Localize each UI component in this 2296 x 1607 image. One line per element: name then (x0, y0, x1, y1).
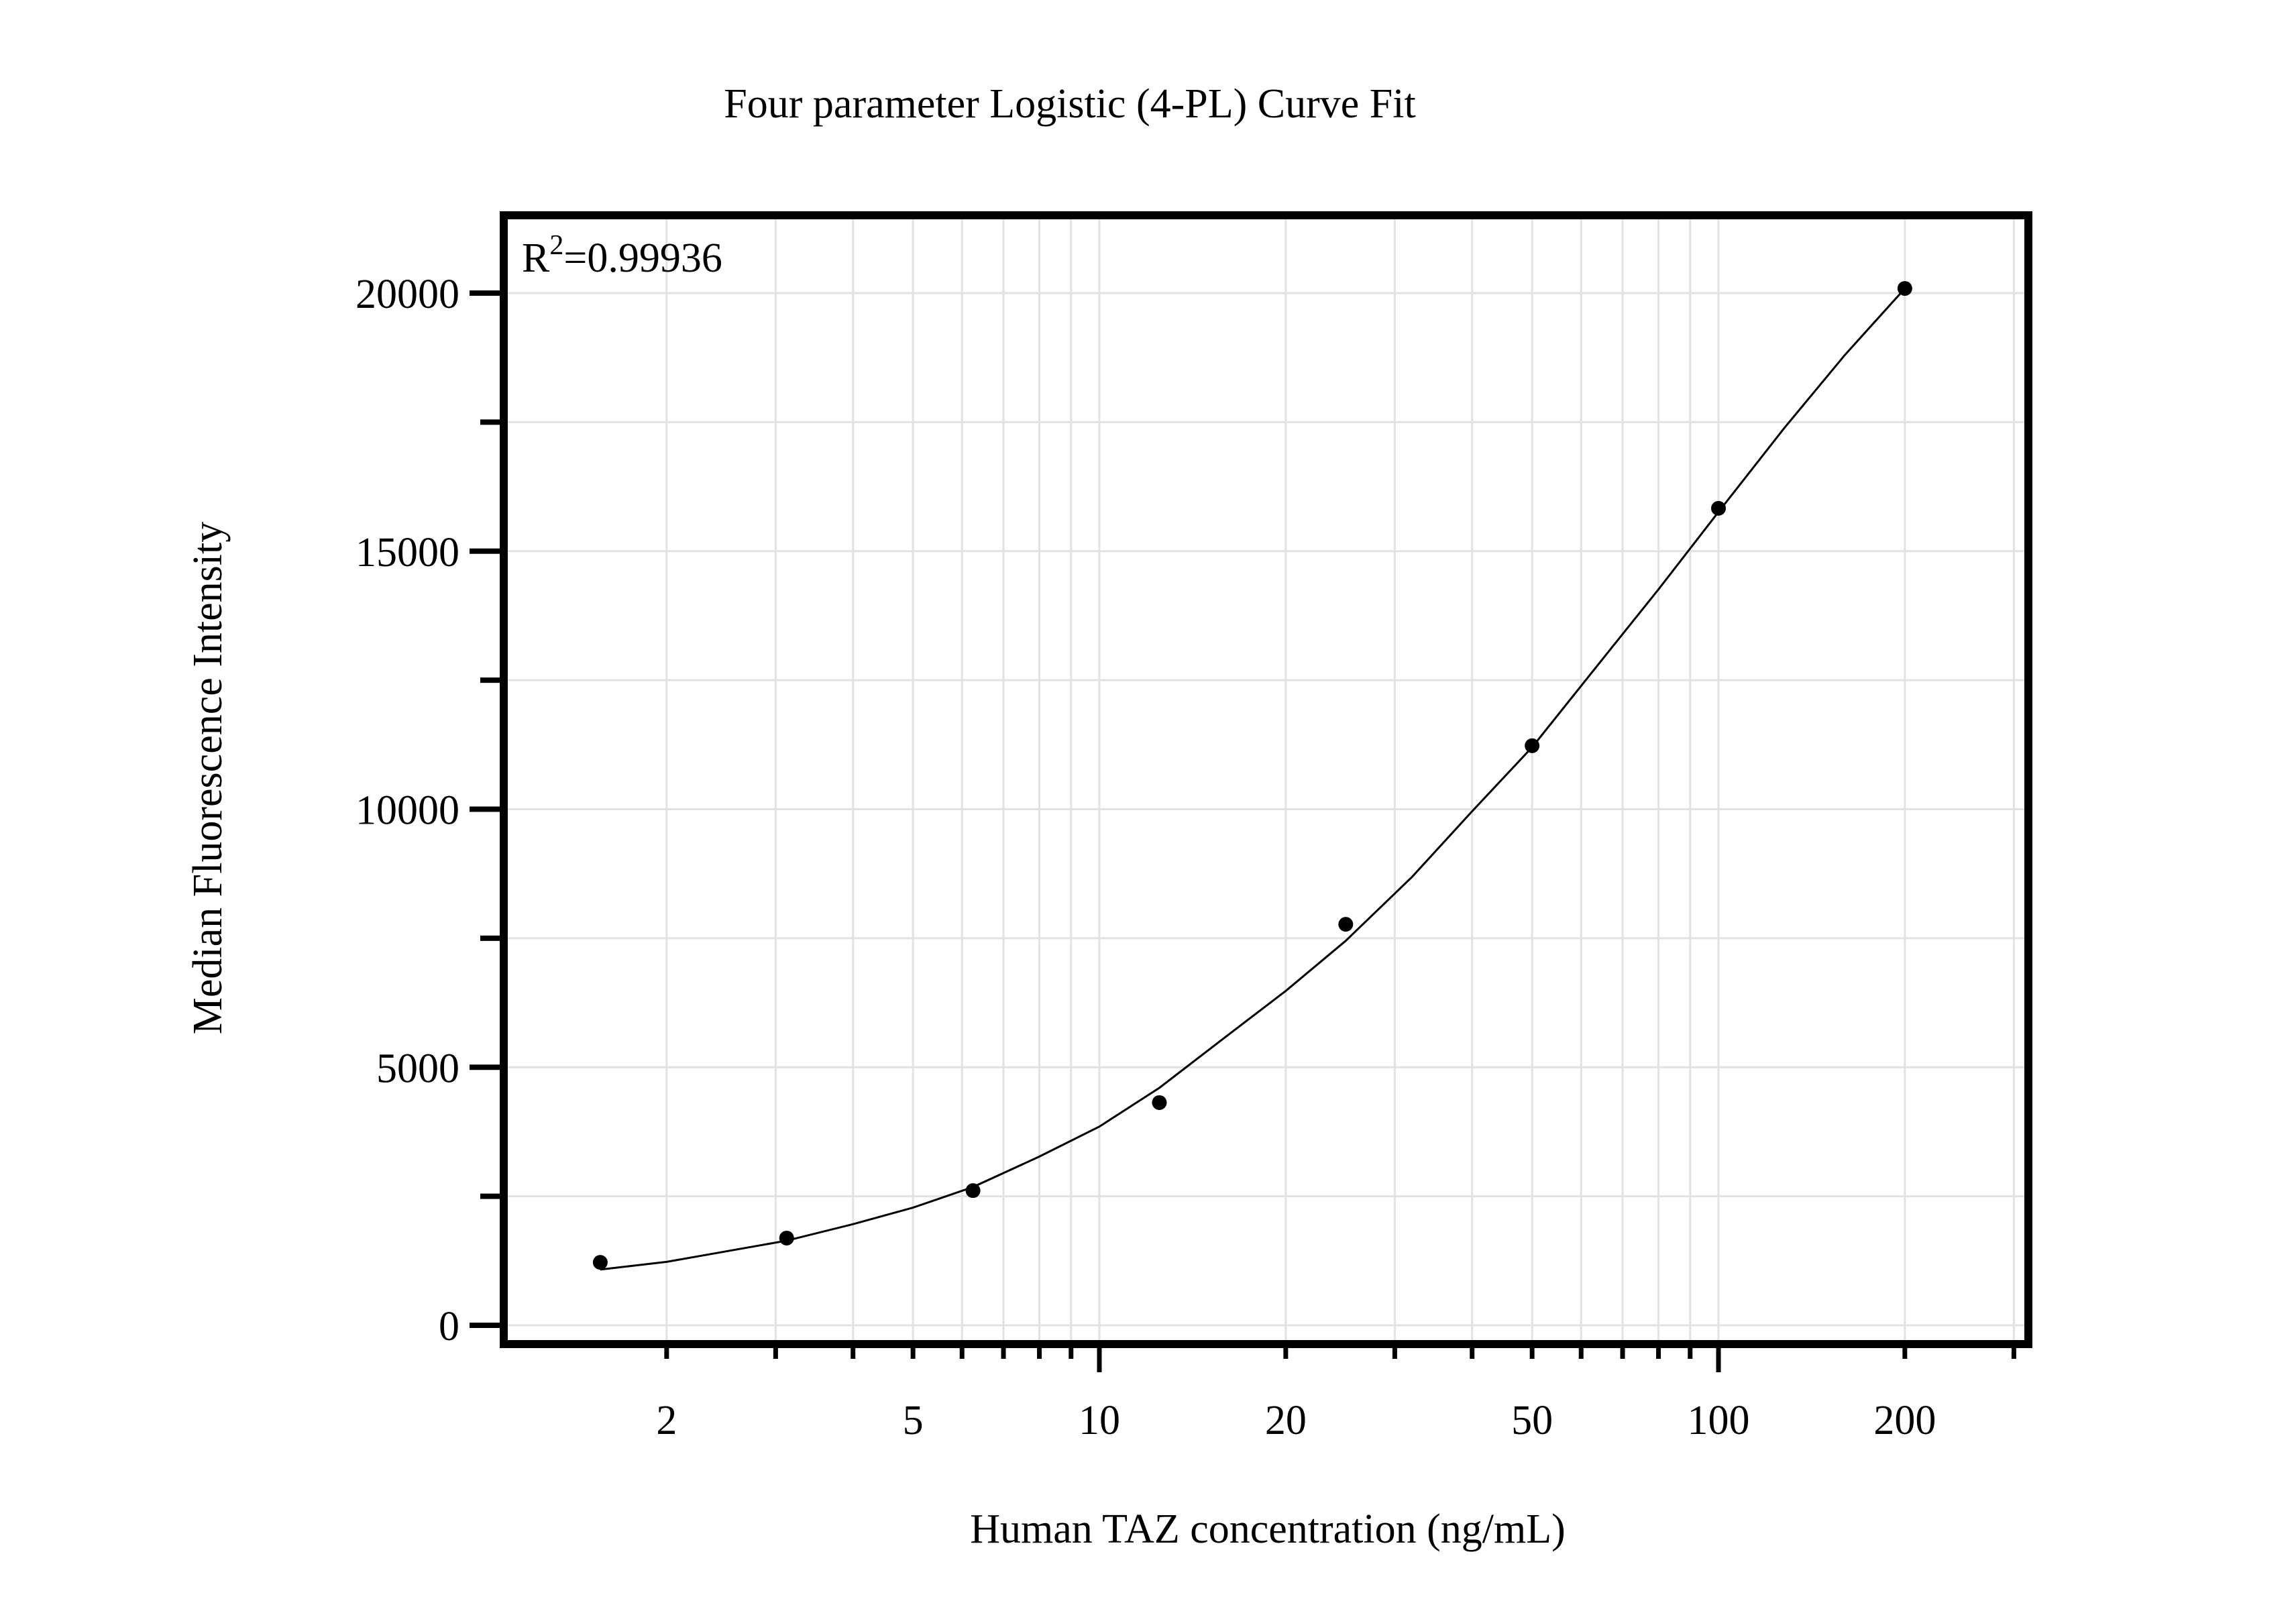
y-axis-label: Median Fluorescence Intensity (185, 522, 231, 1034)
y-tick-label: 5000 (376, 1046, 459, 1091)
y-tick-label: 20000 (356, 272, 459, 317)
data-point (1525, 738, 1540, 753)
data-point (1897, 281, 1912, 296)
x-tick-label: 20 (1265, 1398, 1307, 1443)
data-point (1152, 1095, 1167, 1110)
fit-curve (600, 288, 1906, 1271)
data-point (592, 1255, 608, 1270)
data-point (1711, 500, 1726, 516)
y-axis-ticks: 0 5000 10000 15000 20000 (356, 272, 504, 1349)
chart-title: Four parameter Logistic (4-PL) Curve Fit (724, 81, 1415, 127)
fit-curve-line (600, 288, 1906, 1271)
y-tick-label: 15000 (356, 530, 459, 575)
data-point (779, 1230, 794, 1245)
x-tick-label: 50 (1511, 1398, 1553, 1443)
y-tick-label: 10000 (356, 788, 459, 834)
plot-frame (500, 211, 2032, 1348)
data-point (1338, 917, 1354, 932)
x-tick-label: 5 (903, 1398, 924, 1443)
x-tick-label: 100 (1688, 1398, 1750, 1443)
plot-area: 0 5000 10000 15000 20000 2 5 10 20 50 100 200 (356, 211, 2032, 1443)
data-point (965, 1183, 981, 1199)
y-tick-label: 0 (439, 1304, 459, 1349)
x-tick-label: 200 (1873, 1398, 1936, 1443)
x-axis-label: Human TAZ concentration (ng/mL) (970, 1506, 1565, 1552)
x-tick-label: 10 (1079, 1398, 1120, 1443)
r-squared-annotation: R2=0.99936 (522, 230, 722, 281)
data-points (592, 281, 1912, 1270)
x-tick-label: 2 (656, 1398, 677, 1443)
x-axis-ticks: 2 5 10 20 50 100 200 (656, 1344, 2016, 1443)
gridlines (504, 215, 2028, 1344)
